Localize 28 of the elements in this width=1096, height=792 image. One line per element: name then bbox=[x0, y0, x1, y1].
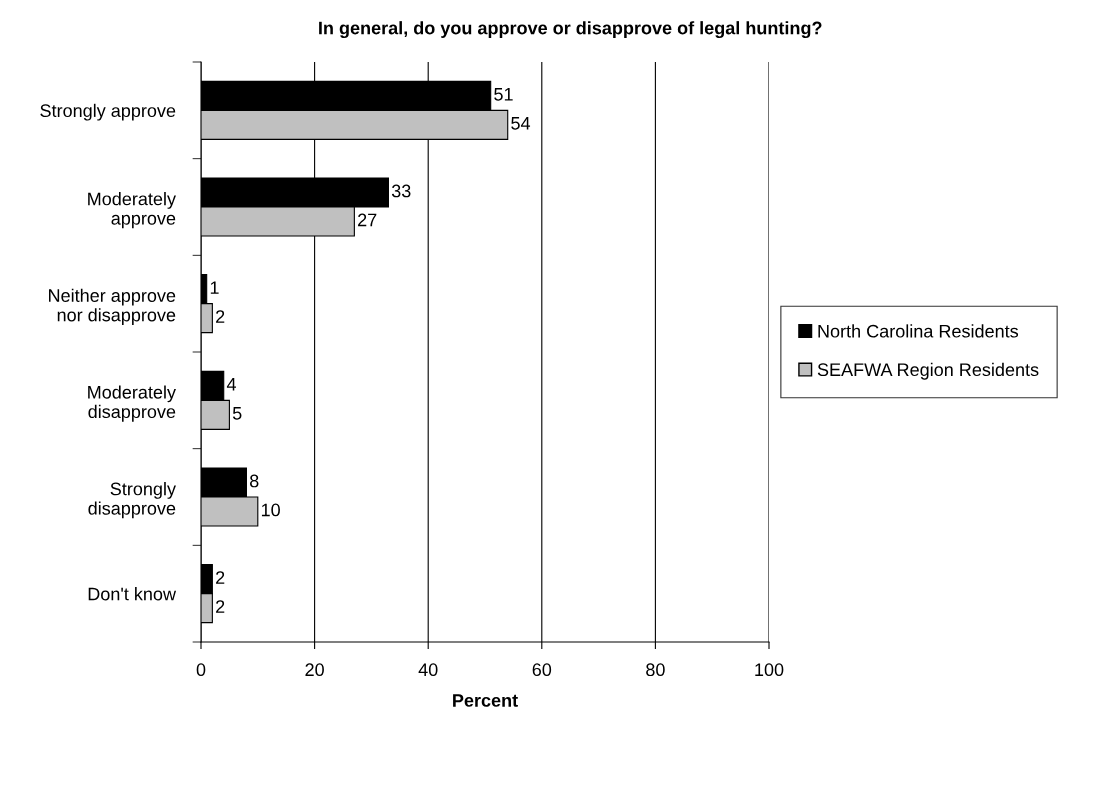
y-tick-label: Don't know bbox=[88, 587, 177, 601]
data-label: 2 bbox=[216, 571, 225, 584]
data-label: 33 bbox=[391, 184, 411, 198]
x-tick-label: 60 bbox=[532, 663, 552, 677]
data-label: 54 bbox=[511, 117, 531, 130]
data-label: 2 bbox=[216, 600, 225, 613]
legend-label: North Carolina Residents bbox=[818, 324, 1019, 338]
y-tick-label: Strongly disapprove bbox=[88, 482, 176, 519]
x-tick-label: 0 bbox=[196, 663, 206, 677]
data-label: 2 bbox=[216, 310, 225, 323]
y-tick-label: Moderately approve bbox=[88, 192, 176, 229]
x-tick-label: 80 bbox=[646, 663, 665, 677]
data-label: 5 bbox=[232, 407, 242, 420]
data-label: 10 bbox=[261, 503, 280, 517]
x-tick-label: 100 bbox=[755, 663, 784, 677]
data-label: 51 bbox=[494, 88, 513, 101]
data-label: 4 bbox=[226, 378, 237, 391]
data-label: 27 bbox=[358, 213, 377, 227]
x-tick-label: 20 bbox=[305, 663, 324, 677]
x-tick-label: 40 bbox=[418, 663, 438, 677]
x-axis-title: Percent bbox=[453, 694, 518, 707]
y-tick-label: Strongly approve bbox=[40, 103, 176, 121]
data-label: 1 bbox=[210, 281, 219, 294]
legend-label: SEAFWA Region Residents bbox=[817, 362, 1039, 380]
data-label: 8 bbox=[250, 474, 259, 488]
y-tick-label: Neither approve nor disapprove bbox=[49, 288, 176, 325]
chart-title: In general, do you approve or disapprove of legal hunting? bbox=[319, 21, 822, 39]
y-tick-label: Moderately disapprove bbox=[88, 385, 176, 422]
